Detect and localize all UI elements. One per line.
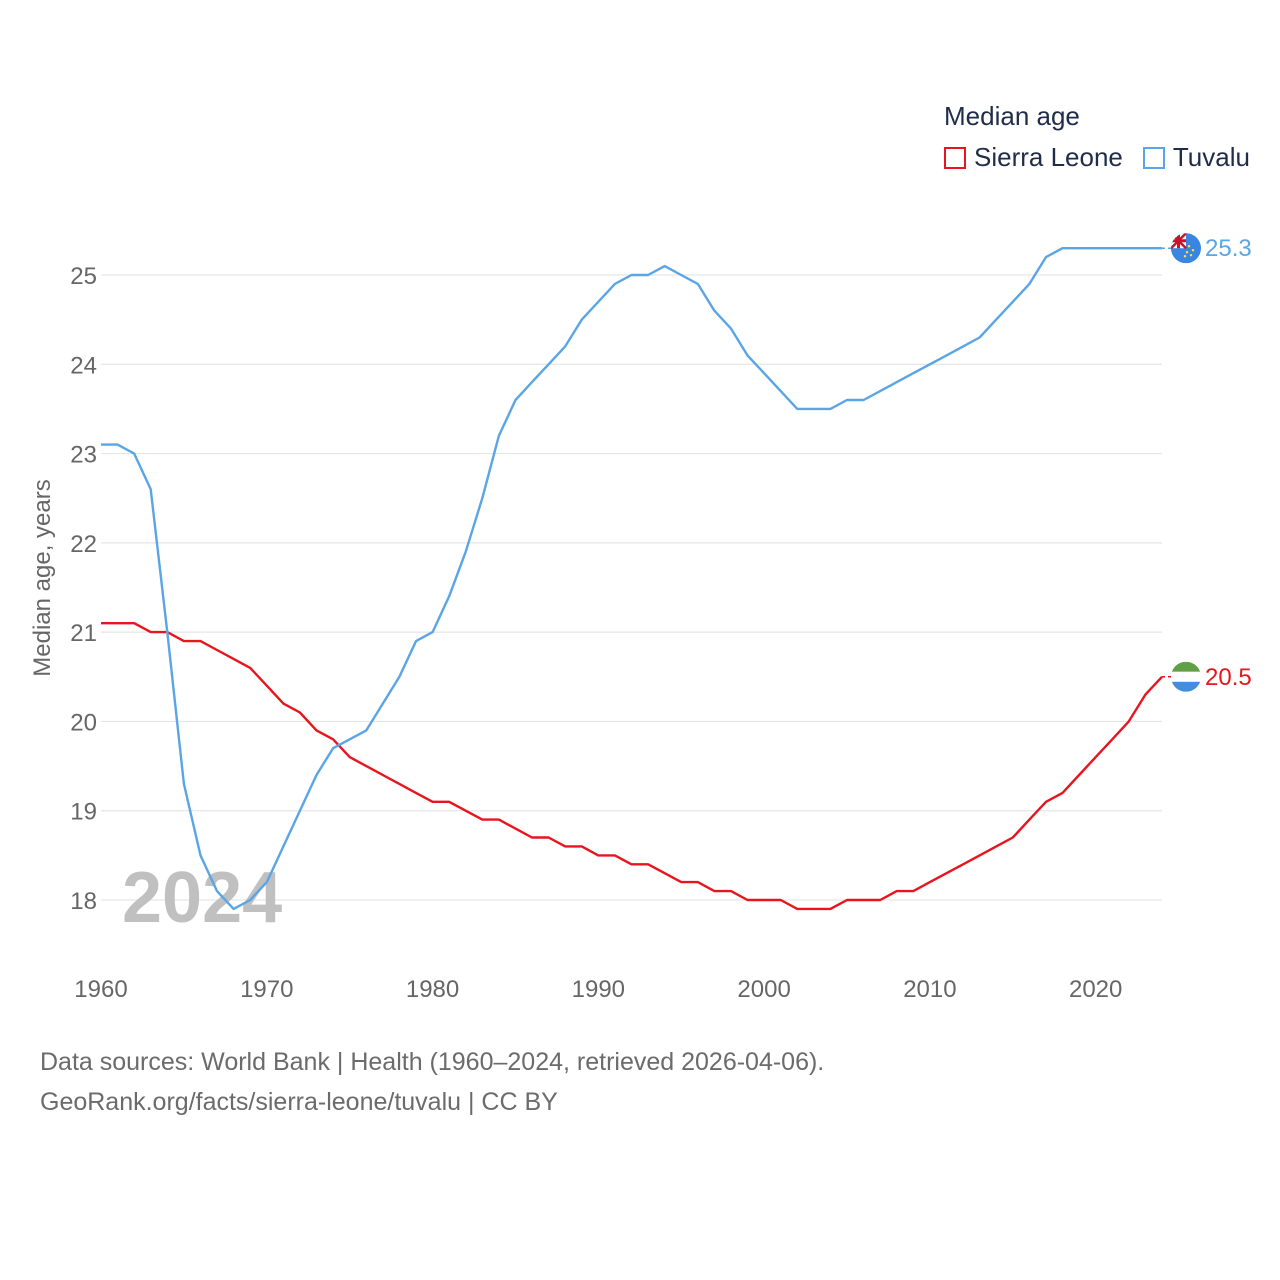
sierra-leone-flag-icon [1171, 661, 1201, 692]
legend-label-sierra-leone: Sierra Leone [974, 142, 1123, 172]
legend-items: Sierra Leone Tuvalu [944, 142, 1270, 173]
x-tick-label: 2020 [1069, 976, 1122, 1003]
source-line-data: Data sources: World Bank | Health (1960–… [40, 1048, 825, 1076]
x-tick-label: 1960 [74, 976, 127, 1003]
y-tick-label: 18 [70, 888, 97, 915]
y-tick-label: 25 [70, 263, 97, 290]
y-axis-ticks: 18 19 20 21 22 23 24 25 [70, 263, 97, 915]
tuvalu-flag-icon [1171, 233, 1201, 264]
series-line-sierra-leone[interactable] [101, 622, 1163, 911]
x-tick-label: 2010 [903, 976, 956, 1003]
end-value-label-tuvalu: 25.3 [1205, 235, 1252, 262]
legend-swatch-tuvalu [1142, 146, 1165, 169]
y-tick-label: 22 [70, 531, 97, 558]
end-value-label-sierra-leone: 20.5 [1205, 664, 1252, 691]
y-tick-label: 23 [70, 442, 97, 469]
x-tick-label: 1990 [572, 976, 625, 1003]
legend-swatch-sierra-leone [944, 146, 966, 169]
legend-item-sierra-leone[interactable]: Sierra Leone [944, 142, 1123, 173]
y-tick-label: 20 [70, 709, 97, 736]
gridlines [101, 274, 1162, 901]
legend-title: Median age [944, 101, 1080, 131]
legend-item-tuvalu[interactable]: Tuvalu [1142, 142, 1250, 173]
y-tick-label: 21 [70, 620, 97, 647]
legend-label-tuvalu: Tuvalu [1172, 142, 1250, 172]
y-tick-label: 19 [70, 799, 97, 826]
x-axis-ticks: 1960 1970 1980 1990 2000 2010 2020 [74, 976, 1122, 1003]
y-tick-label: 24 [70, 352, 97, 379]
x-tick-label: 2000 [737, 976, 790, 1003]
y-axis-label: Median age, years [29, 479, 56, 676]
x-tick-label: 1970 [240, 976, 293, 1003]
series-end-markers: 20.5 25.3 [1162, 233, 1252, 692]
series-line-tuvalu[interactable] [101, 246, 1162, 911]
source-note: Data sources: World Bank | Health (1960–… [40, 1042, 824, 1122]
legend: Median age Sierra Leone Tuvalu [944, 100, 1270, 173]
year-watermark: 2024 [122, 858, 282, 938]
series-lines [101, 246, 1163, 911]
source-line-link[interactable]: GeoRank.org/facts/sierra-leone/tuvalu | … [40, 1088, 558, 1116]
x-tick-label: 1980 [406, 976, 459, 1003]
